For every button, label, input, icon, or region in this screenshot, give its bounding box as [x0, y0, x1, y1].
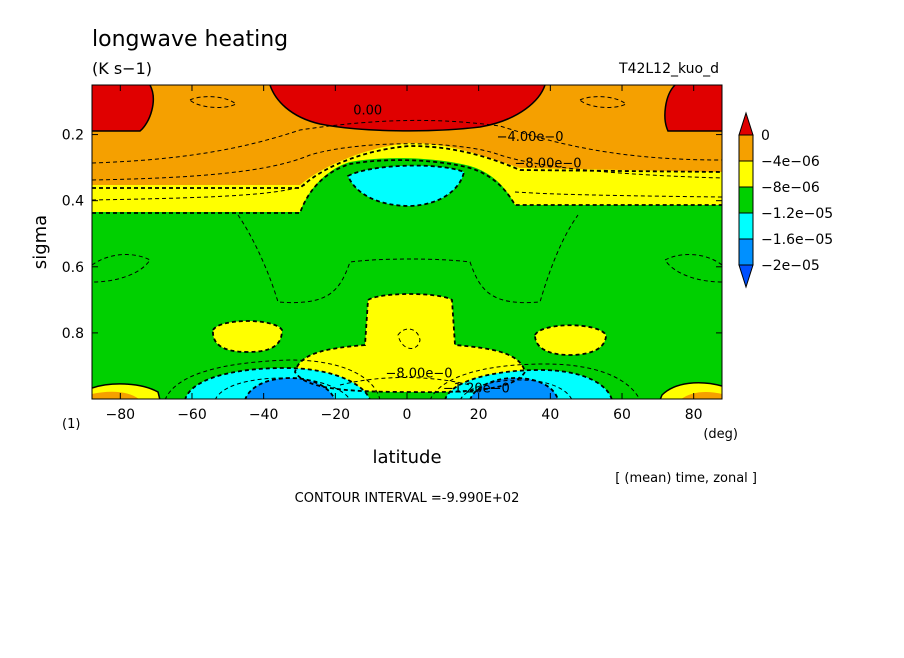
color-legend: 0 −4e−06 −8e−06 −1.2e−05 −1.6e−05 −2e−05 — [738, 111, 833, 289]
y-axis: 0.2 0.4 0.6 0.8 — [62, 128, 722, 342]
x-axis: −80 −60 −40 −20 0 20 40 60 80 — [106, 85, 703, 423]
x-tick-label-8: 80 — [685, 407, 703, 423]
y-corner-label: (1) — [62, 417, 80, 432]
legend-swatch-1 — [738, 134, 754, 162]
legend-label-4: −1.6e−05 — [761, 232, 833, 248]
contour-label-1: −4.00e−0 — [497, 130, 564, 145]
contour-lines — [92, 96, 722, 399]
region-red-tropics — [270, 85, 545, 131]
region-orange-corner-south — [92, 391, 139, 399]
contour-label-4: −1.20e−0 — [443, 381, 510, 396]
legend-swatch-3 — [738, 186, 754, 214]
y-tick-label-3: 0.8 — [62, 326, 84, 342]
averaging-note: [ (mean) time, zonal ] — [615, 471, 757, 486]
contour-label-3: −8.00e−0 — [385, 367, 452, 382]
y-tick-label-2: 0.6 — [62, 260, 84, 276]
region-yellow-south-patch — [212, 321, 282, 352]
x-tick-label-4: 0 — [403, 407, 412, 423]
y-axis-label: sigma — [30, 215, 51, 269]
legend-swatch-0 — [738, 111, 754, 136]
run-label: T42L12_kuo_d — [618, 61, 719, 77]
x-tick-label-0: −80 — [106, 407, 136, 423]
y-tick-label-1: 0.4 — [62, 194, 84, 210]
region-red-north-pole — [664, 85, 722, 131]
region-orange-corner-north — [681, 392, 722, 399]
chart-title: longwave heating — [92, 27, 288, 52]
x-axis-label: latitude — [372, 447, 441, 468]
plot-area: 0.00−4.00e−0−8.00e−0−8.00e−0−1.20e−0 — [92, 85, 722, 399]
x-unit-label: (deg) — [703, 427, 738, 442]
contour-label-0: 0.00 — [353, 104, 382, 119]
x-tick-label-5: 20 — [470, 407, 488, 423]
legend-label-1: −4e−06 — [761, 154, 820, 170]
region-blue-core-north — [470, 378, 558, 399]
legend-swatch-4 — [738, 212, 754, 240]
zero-contours — [92, 85, 722, 399]
x-tick-label-1: −60 — [177, 407, 207, 423]
region-cyan-upper — [348, 165, 464, 206]
legend-swatch-5 — [738, 238, 754, 266]
units-label: (K s−1) — [92, 59, 152, 78]
y-tick-label-0: 0.2 — [62, 128, 84, 144]
region-yellow-lower-tropics — [295, 294, 525, 393]
legend-label-3: −1.2e−05 — [761, 206, 833, 222]
region-yellow-north-patch — [535, 325, 606, 355]
legend-swatch-2 — [738, 160, 754, 188]
x-tick-label-6: 40 — [541, 407, 559, 423]
legend-label-2: −8e−06 — [761, 180, 820, 196]
x-tick-label-2: −40 — [249, 407, 279, 423]
legend-label-0: 0 — [761, 128, 770, 144]
legend-label-5: −2e−05 — [761, 258, 820, 274]
legend-swatch-6 — [738, 264, 754, 289]
x-tick-label-3: −20 — [321, 407, 351, 423]
region-red-south-pole — [92, 85, 154, 131]
contour-labels: 0.00−4.00e−0−8.00e−0−8.00e−0−1.20e−0 — [353, 104, 581, 397]
contour-label-2: −8.00e−0 — [515, 157, 582, 172]
contour-interval: CONTOUR INTERVAL =-9.990E+02 — [295, 491, 520, 506]
x-tick-label-7: 60 — [613, 407, 631, 423]
